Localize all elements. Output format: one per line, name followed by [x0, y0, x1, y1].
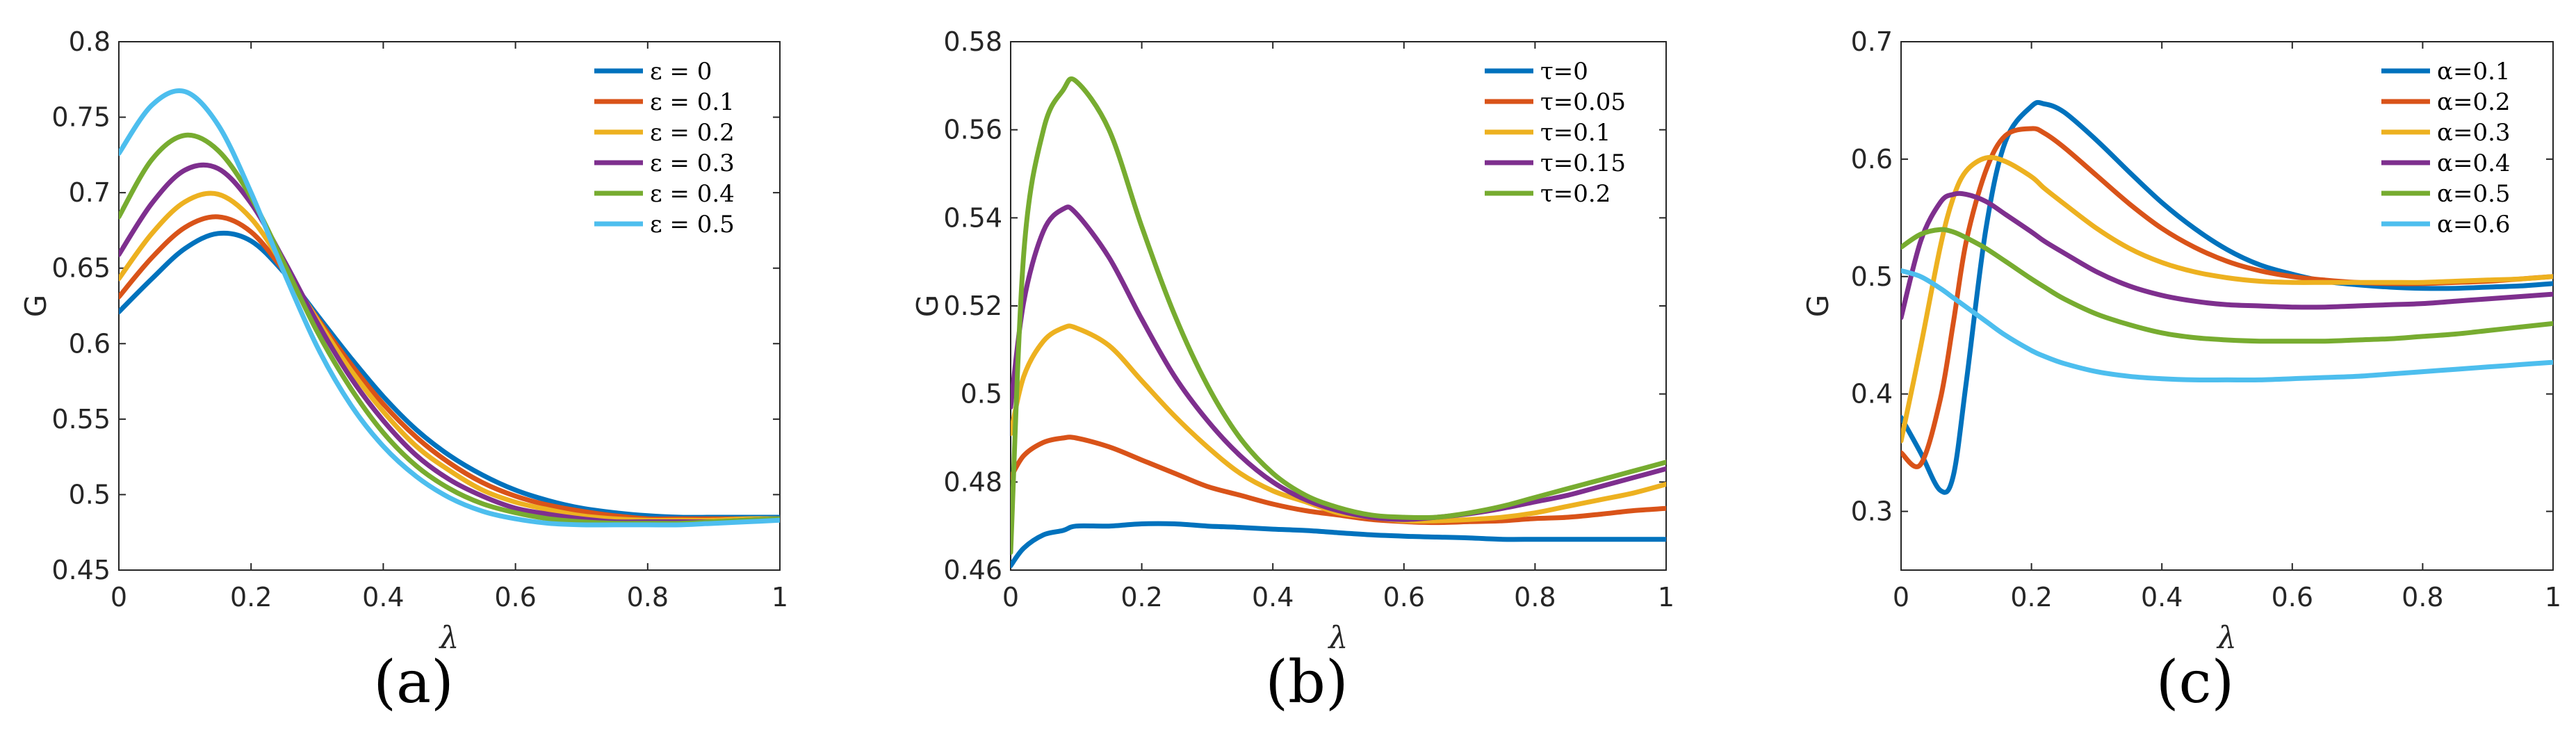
legend-entry: α=0.2 [2437, 88, 2511, 116]
y-tick-label: 0.5 [69, 479, 111, 510]
y-tick-label: 0.3 [1851, 496, 1893, 527]
x-tick-label: 0.6 [1383, 582, 1425, 613]
legend-entry: ε = 0.3 [650, 149, 735, 177]
chart-panel-b: 0 0.2 0.4 0.6 0.8 1 0.46 0.48 0.5 0.52 0.54 0.56 0.5… [911, 26, 1674, 716]
legend-entry: α=0.6 [2437, 211, 2511, 238]
chart-panel-a: 0 0.2 0.4 0.6 0.8 1 0.45 0.5 0.55 0.6 0.65 0.7 0.75 0… [19, 26, 788, 716]
series-line-5 [119, 88, 780, 528]
x-tick-label: 0 [111, 582, 127, 613]
x-tick-label: 0.2 [1120, 582, 1162, 613]
x-tick-label: 1 [772, 582, 788, 613]
y-tick-label: 0.6 [69, 328, 111, 359]
series-line-0 [1011, 521, 1666, 569]
x-tick-label: 0 [1893, 582, 1909, 613]
x-tick-label: 1 [2545, 582, 2561, 613]
series-line-4 [1901, 227, 2553, 344]
series-line-1 [1011, 435, 1666, 526]
x-tick-label: 0.2 [230, 582, 272, 613]
x-tick-label: 0.4 [1252, 582, 1294, 613]
plot-area [1010, 41, 1667, 571]
legend-entry: α=0.4 [2437, 149, 2511, 177]
y-tick-label: 0.7 [69, 177, 111, 208]
x-tick-label: 0.8 [627, 582, 669, 613]
legend-entry: ε = 0.5 [650, 211, 735, 238]
legend-entry: ε = 0 [650, 58, 712, 86]
y-tick-label: 0.46 [943, 555, 1002, 585]
legend: ε = 0ε = 0.1 ε = 0.2ε = 0.3 ε = 0.4 ε = 0.5 [594, 58, 735, 238]
x-tick-label: 0.4 [2141, 582, 2183, 613]
panel-caption: (b) [1265, 648, 1348, 716]
series-line-0 [1901, 99, 2553, 495]
y-tick-label: 0.48 [943, 467, 1002, 497]
legend: α=0.1α=0.2 α=0.3α=0.4 α=0.5 α=0.6 [2381, 58, 2511, 238]
legend: τ=0τ=0.05 τ=0.1τ=0.15 τ=0.2 [1485, 58, 1626, 208]
series-line-2 [1011, 323, 1666, 524]
x-tick-label: 0 [1002, 582, 1019, 613]
y-tick-label: 0.45 [51, 555, 111, 585]
x-tick-label: 0.6 [494, 582, 536, 613]
y-tick-label: 0.65 [51, 253, 111, 284]
y-tick-label: 0.52 [943, 291, 1002, 321]
legend-entry: ε = 0.4 [650, 180, 735, 208]
y-tick-label: 0.5 [961, 379, 1002, 409]
y-tick-label: 0.54 [943, 202, 1002, 233]
legend-entry: α=0.5 [2437, 180, 2511, 208]
x-axis-label: λ [1328, 620, 1348, 656]
y-tick-label: 0.5 [1851, 261, 1893, 292]
legend-entry: τ=0.1 [1540, 119, 1611, 147]
y-tick-label: 0.6 [1851, 144, 1893, 175]
y-tick-label: 0.8 [69, 26, 111, 57]
panel-caption: (c) [2156, 648, 2235, 716]
series-line-3 [1011, 204, 1666, 522]
legend-entry: τ=0.15 [1540, 149, 1626, 177]
y-tick-label: 0.56 [943, 115, 1002, 145]
x-axis-label: λ [2216, 620, 2237, 656]
y-tick-label: 0.7 [1851, 26, 1893, 57]
legend-entry: ε = 0.1 [650, 88, 735, 116]
x-tick-label: 0.8 [2402, 582, 2443, 613]
legend-entry: τ=0.05 [1540, 88, 1626, 116]
y-tick-label: 0.55 [51, 404, 111, 435]
y-tick-label: 0.4 [1851, 379, 1893, 409]
y-axis-label: G [1801, 295, 1835, 318]
y-tick-label: 0.75 [51, 102, 111, 133]
y-tick-label: 0.58 [943, 26, 1002, 57]
legend-entry: τ=0.2 [1540, 180, 1611, 208]
series-line-5 [1901, 268, 2553, 383]
x-tick-label: 0.4 [362, 582, 404, 613]
x-axis-label: λ [439, 620, 459, 656]
y-axis-label: G [19, 295, 53, 318]
legend-entry: α=0.3 [2437, 119, 2511, 147]
panel-caption: (a) [373, 648, 454, 716]
chart-panel-c: 0 0.2 0.4 0.6 0.8 10.30.40.50.60.7λGα=0.1α=0.… [1801, 26, 2561, 716]
x-tick-label: 0.2 [2010, 582, 2052, 613]
series-line-3 [1901, 190, 2553, 321]
legend-entry: α=0.1 [2437, 58, 2511, 86]
series-line-4 [1011, 76, 1666, 555]
y-axis-label: G [911, 295, 945, 318]
x-tick-label: 0.6 [2272, 582, 2313, 613]
x-tick-label: 1 [1658, 582, 1674, 613]
legend-entry: τ=0 [1540, 58, 1588, 86]
legend-entry: ε = 0.2 [650, 119, 735, 147]
x-tick-label: 0.8 [1514, 582, 1556, 613]
